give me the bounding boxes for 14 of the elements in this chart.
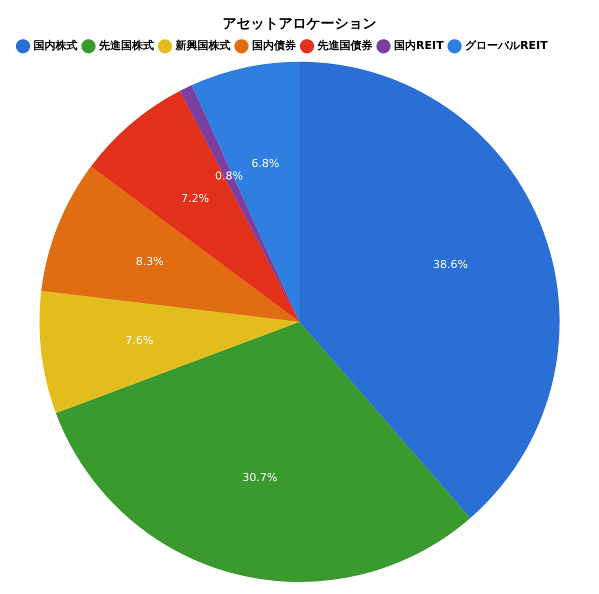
legend-label: 国内REIT — [394, 39, 444, 52]
data-label: 38.6% — [433, 258, 468, 272]
legend-label: 国内債券 — [252, 39, 297, 52]
legend-label: グローバルREIT — [465, 39, 548, 52]
data-label: 7.6% — [125, 334, 154, 347]
data-label: 6.8% — [251, 157, 280, 170]
chart-title: アセットアロケーション — [222, 16, 376, 32]
legend-label: 先進国株式 — [98, 39, 154, 52]
data-label: 7.2% — [181, 192, 210, 205]
legend-label: 国内株式 — [34, 39, 78, 52]
data-label: 8.3% — [136, 254, 164, 268]
legend-label: 新興国株式 — [174, 39, 230, 52]
data-label: 30.7% — [242, 471, 278, 484]
legend-label: 先進国債券 — [316, 39, 374, 52]
